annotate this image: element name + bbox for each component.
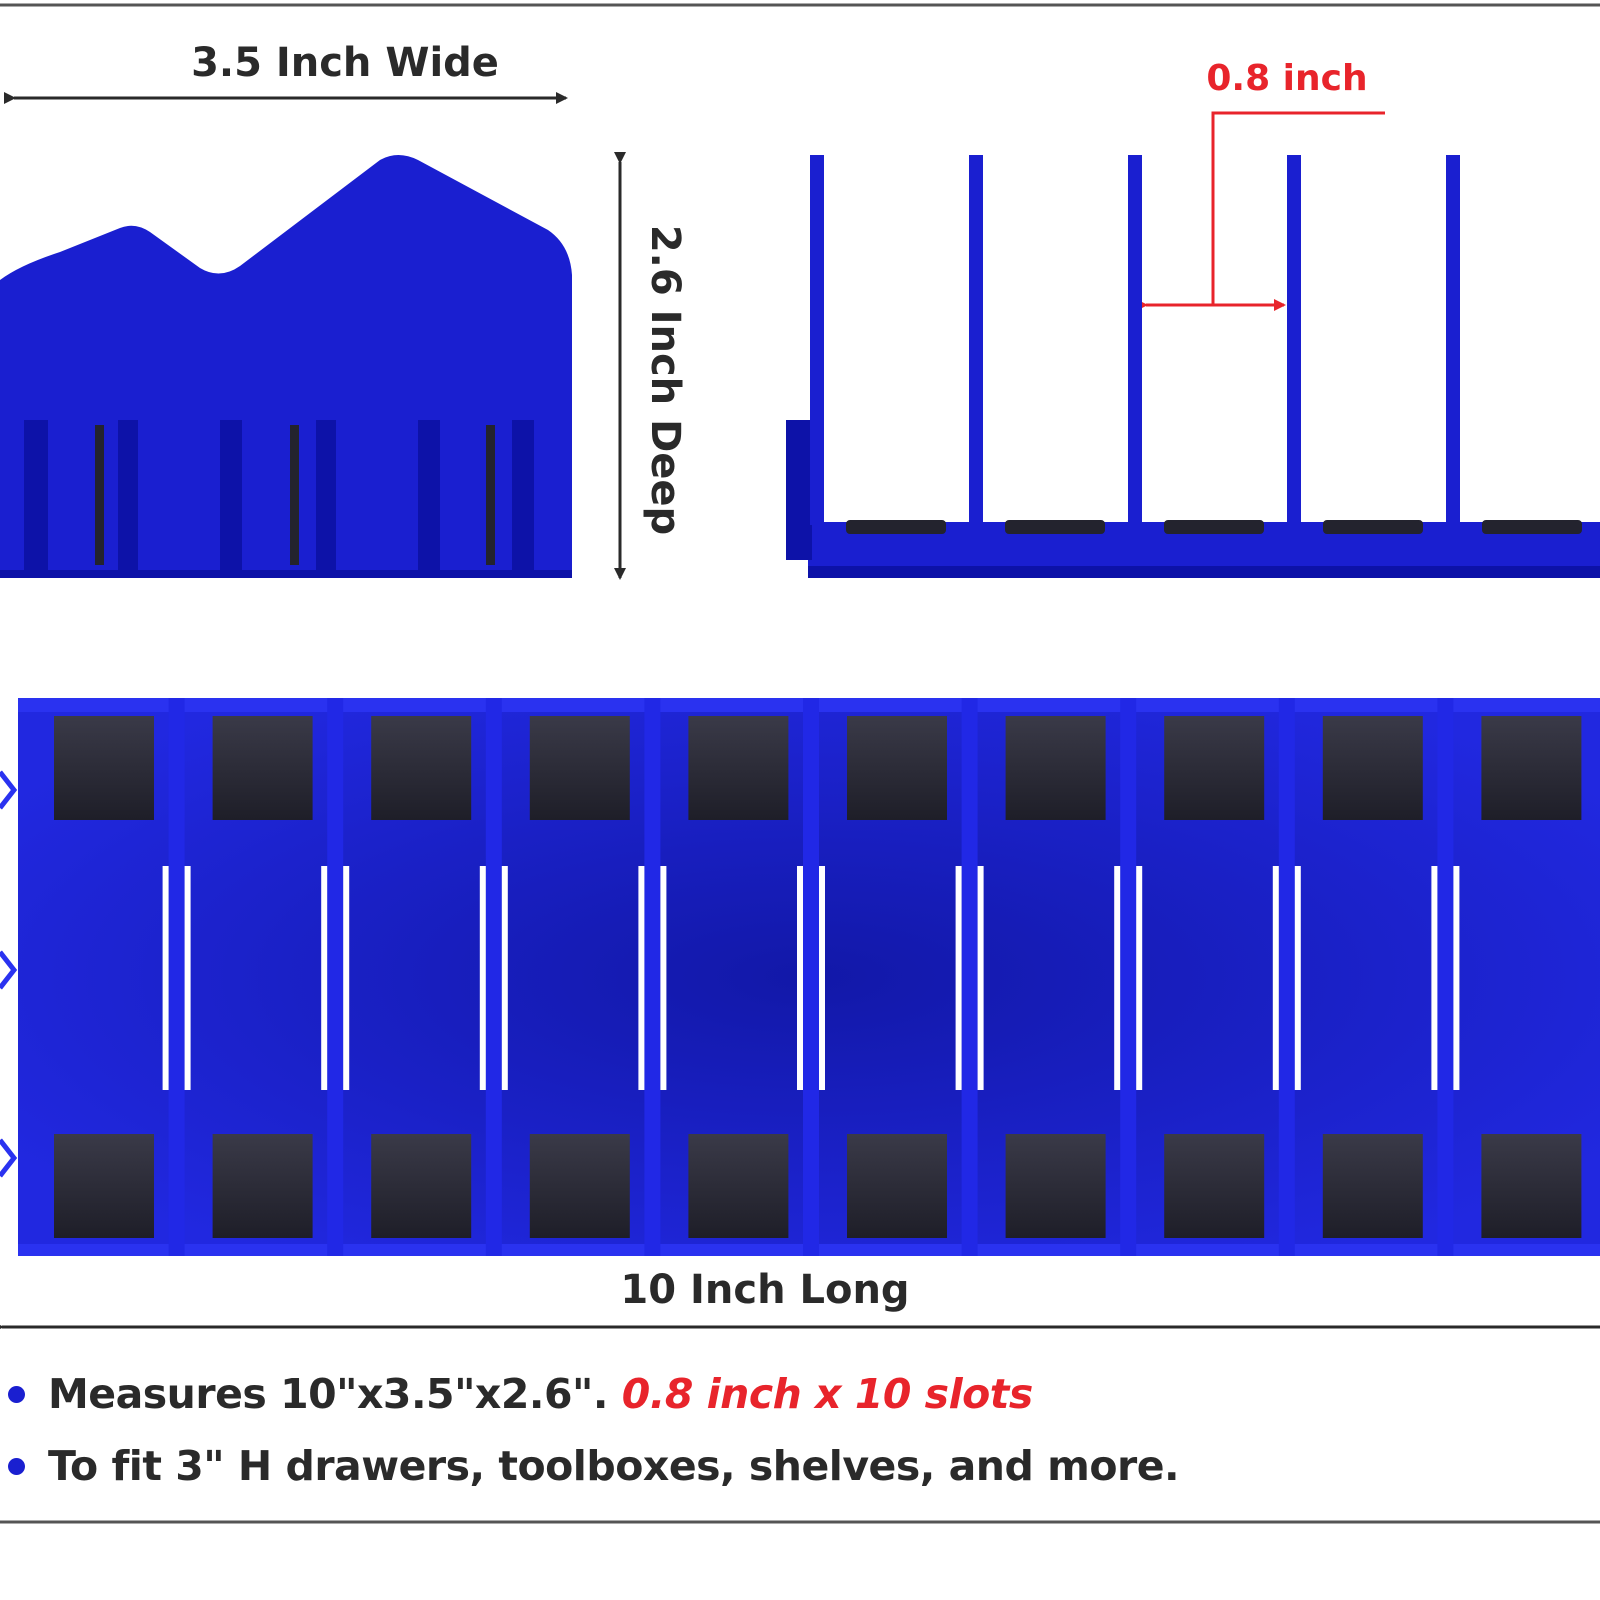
slot-divider bbox=[1120, 698, 1137, 1256]
slot-line bbox=[660, 866, 667, 1090]
slot-line bbox=[1114, 866, 1121, 1090]
slot-line bbox=[1294, 866, 1301, 1090]
bottom-pad bbox=[1481, 1134, 1582, 1238]
slot-line bbox=[819, 866, 825, 1090]
feature-highlight: 0.8 inch x 10 slots bbox=[621, 1370, 1034, 1418]
feature-text: Measures 10"x3.5"x2.6". bbox=[48, 1370, 608, 1418]
slot-divider bbox=[485, 698, 502, 1256]
slot-leader-line bbox=[1211, 111, 1385, 305]
slot-line bbox=[343, 866, 350, 1090]
length-label: 10 Inch Long bbox=[620, 1267, 909, 1313]
bottom-pad bbox=[847, 1134, 947, 1238]
side-pads bbox=[846, 520, 1582, 534]
feature-item: Measures 10"x3.5"x2.6". 0.8 inch x 10 sl… bbox=[0, 1358, 1600, 1430]
top-pad bbox=[1481, 716, 1582, 820]
feature-item: To fit 3" H drawers, toolboxes, shelves,… bbox=[0, 1430, 1600, 1502]
bottom-pad bbox=[1164, 1134, 1265, 1238]
slot-line bbox=[638, 866, 645, 1090]
slot-line bbox=[955, 866, 962, 1090]
bottom-pad bbox=[529, 1134, 630, 1238]
slot-divider bbox=[803, 698, 819, 1256]
top-pad bbox=[1164, 716, 1265, 820]
slot-divider bbox=[644, 698, 661, 1256]
feature-text: To fit 3" H drawers, toolboxes, shelves,… bbox=[48, 1442, 1180, 1490]
slot-line bbox=[1136, 866, 1143, 1090]
side-dividers bbox=[810, 155, 1460, 525]
top-pad bbox=[529, 716, 630, 820]
depth-label: 2.6 Inch Deep bbox=[642, 225, 688, 535]
side-end-block bbox=[786, 420, 812, 560]
bullet-dot-icon bbox=[8, 1385, 25, 1403]
slot-line bbox=[977, 866, 984, 1090]
end-view: 3.5 Inch Wide 2.6 Inch Deep bbox=[0, 40, 688, 580]
bottom-pad bbox=[1005, 1134, 1106, 1238]
width-label: 3.5 Inch Wide bbox=[191, 40, 499, 86]
bottom-pad bbox=[371, 1134, 472, 1238]
top-pad bbox=[688, 716, 789, 820]
slot-divider bbox=[1278, 698, 1295, 1256]
slot-divider bbox=[1437, 698, 1454, 1256]
slot-line bbox=[479, 866, 486, 1090]
top-view: 10 Inch Long bbox=[0, 698, 1600, 1333]
slot-line bbox=[797, 866, 803, 1090]
side-view: 0.8 inch bbox=[786, 58, 1600, 578]
bottom-pad bbox=[212, 1134, 313, 1238]
bottom-pad bbox=[1322, 1134, 1423, 1238]
top-pad bbox=[54, 716, 154, 820]
slot-line bbox=[1272, 866, 1279, 1090]
top-pad bbox=[212, 716, 313, 820]
slot-divider bbox=[961, 698, 978, 1256]
slot-divider bbox=[168, 698, 185, 1256]
top-pad bbox=[1322, 716, 1423, 820]
bullet-dot-icon bbox=[8, 1457, 25, 1475]
slot-line bbox=[162, 866, 169, 1090]
slot-line bbox=[184, 866, 191, 1090]
slot-line bbox=[501, 866, 508, 1090]
slot-line bbox=[321, 866, 328, 1090]
end-view-grooves bbox=[24, 420, 534, 578]
slot-label: 0.8 inch bbox=[1206, 58, 1367, 99]
top-pad bbox=[847, 716, 947, 820]
feature-list: Measures 10"x3.5"x2.6". 0.8 inch x 10 sl… bbox=[0, 1358, 1600, 1502]
top-pad bbox=[1005, 716, 1106, 820]
bottom-pad bbox=[688, 1134, 789, 1238]
slot-divider bbox=[327, 698, 344, 1256]
top-pad bbox=[371, 716, 472, 820]
top-view-slots bbox=[54, 698, 1582, 1256]
bottom-pad bbox=[54, 1134, 154, 1238]
slot-line bbox=[1431, 866, 1438, 1090]
left-connectors bbox=[0, 770, 18, 1178]
slot-line bbox=[1453, 866, 1460, 1090]
